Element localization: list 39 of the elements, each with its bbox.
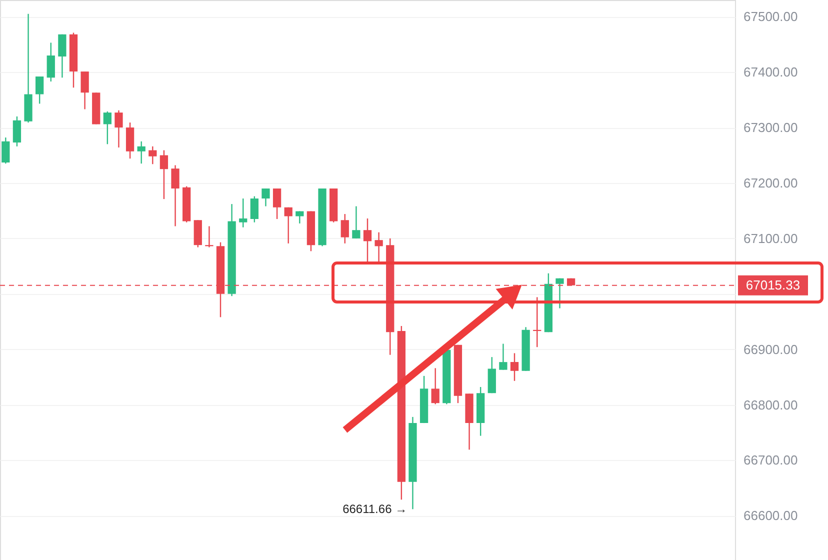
- y-tick-label: 66800.00: [744, 397, 798, 412]
- candlestick: [284, 206, 292, 244]
- candlestick: [431, 368, 440, 405]
- candlestick: [58, 34, 66, 78]
- candlestick: [80, 70, 89, 110]
- candlestick: [363, 218, 372, 263]
- candlestick: [114, 110, 123, 148]
- candlestick: [499, 343, 508, 370]
- y-tick-label: 67400.00: [744, 64, 798, 80]
- candlestick: [510, 352, 519, 382]
- candlestick: [250, 196, 258, 223]
- candlestick: [205, 226, 214, 248]
- candlestick: [46, 42, 55, 82]
- candlestick: [126, 122, 134, 160]
- candlestick: [137, 140, 146, 164]
- annotation: 66611.66 →: [342, 502, 408, 516]
- y-tick-label: 66600.00: [744, 508, 798, 524]
- candlestick: [296, 210, 304, 224]
- y-tick-label: 67200.00: [744, 175, 798, 190]
- candlestick: [103, 110, 112, 145]
- candlestick: [148, 146, 157, 165]
- candlestick: [352, 206, 360, 240]
- candlestick: [160, 150, 168, 200]
- y-tick-label: 67300.00: [744, 120, 798, 136]
- candlestick: [556, 278, 564, 309]
- candlestick: [36, 76, 44, 104]
- candlestick: [272, 188, 282, 220]
- candlestick: [262, 188, 270, 207]
- candlestick: [2, 136, 10, 164]
- candlestick: [12, 116, 22, 147]
- candlestick: [374, 232, 383, 263]
- candlestick: [171, 164, 180, 227]
- y-tick-label: 67100.00: [744, 230, 798, 246]
- candlestick: [239, 198, 248, 228]
- y-tick-label: 67500.00: [744, 9, 798, 24]
- y-tick-label: 66700.00: [744, 452, 798, 468]
- ref-line-label: 67015.33: [746, 277, 800, 292]
- y-tick-label: 66900.00: [744, 342, 798, 357]
- candlestick: [340, 213, 349, 244]
